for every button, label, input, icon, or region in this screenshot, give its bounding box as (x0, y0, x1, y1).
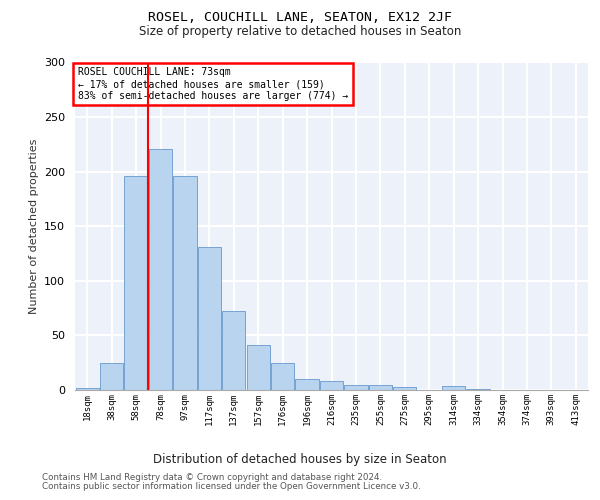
Text: Size of property relative to detached houses in Seaton: Size of property relative to detached ho… (139, 25, 461, 38)
Bar (295, 379, 319, 390)
Text: Contains public sector information licensed under the Open Government Licence v3: Contains public sector information licen… (42, 482, 421, 491)
Bar (393, 386, 416, 390)
Text: ROSEL, COUCHILL LANE, SEATON, EX12 2JF: ROSEL, COUCHILL LANE, SEATON, EX12 2JF (148, 11, 452, 24)
Bar (76, 388, 99, 390)
Bar (124, 176, 148, 390)
Y-axis label: Number of detached properties: Number of detached properties (29, 138, 38, 314)
Bar (369, 384, 392, 390)
Bar (344, 384, 368, 390)
Text: Contains HM Land Registry data © Crown copyright and database right 2024.: Contains HM Land Registry data © Crown c… (42, 472, 382, 482)
Bar (100, 362, 123, 390)
Bar (198, 247, 221, 390)
Text: Distribution of detached houses by size in Seaton: Distribution of detached houses by size … (153, 452, 447, 466)
Bar (149, 148, 172, 390)
Bar (320, 382, 343, 390)
Bar (247, 345, 270, 390)
Text: ROSEL COUCHILL LANE: 73sqm
← 17% of detached houses are smaller (159)
83% of sem: ROSEL COUCHILL LANE: 73sqm ← 17% of deta… (77, 68, 348, 100)
Bar (173, 176, 197, 390)
Bar (442, 386, 465, 390)
Bar (271, 362, 294, 390)
Bar (222, 312, 245, 390)
Bar (466, 389, 490, 390)
